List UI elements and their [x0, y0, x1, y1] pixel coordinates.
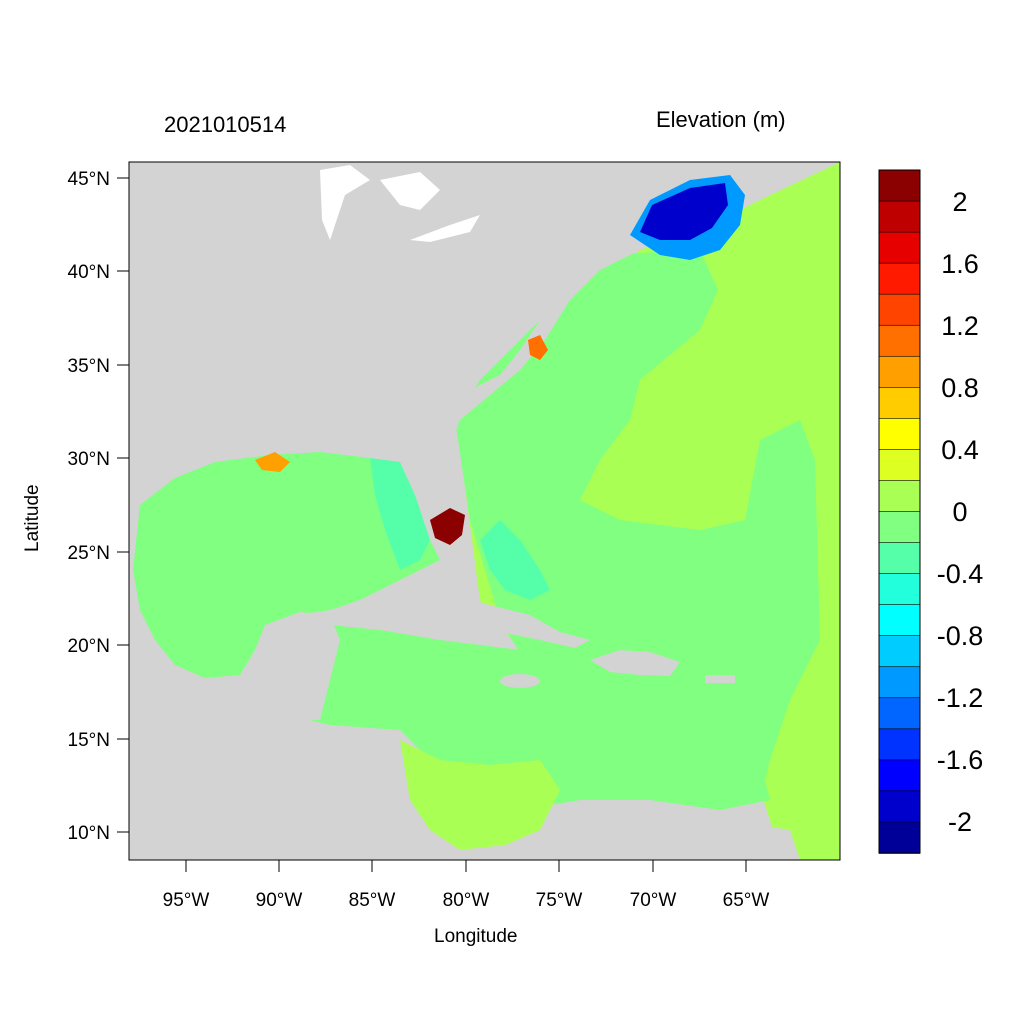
gulf-of-mexico	[133, 452, 440, 678]
lon-tick-95w: 95°W	[163, 890, 210, 911]
outer-banks-surge	[528, 335, 548, 360]
lat-tick-30: 30°N	[68, 449, 110, 470]
great-lakes-3	[410, 215, 480, 242]
lon-axis: 95°W 90°W 85°W 80°W 75°W 70°W 65°W	[163, 860, 770, 911]
plot-timestamp: 2021010514	[164, 112, 287, 137]
florida-surge	[430, 508, 465, 545]
colorbar-cells	[878, 169, 921, 854]
colorbar-label-neg-1-6: -1.6	[937, 745, 984, 775]
lon-tick-85w: 85°W	[349, 890, 396, 911]
colorbar-cell	[878, 355, 921, 389]
colorbar-cell	[878, 666, 921, 699]
lat-tick-10: 10°N	[68, 823, 110, 844]
colorbar-cell	[878, 480, 921, 513]
colorbar-cell	[878, 387, 921, 420]
colorbar-label-0: 0	[952, 497, 967, 527]
caribbean-south-yellowgreen	[400, 740, 560, 850]
louisiana-surge	[255, 452, 290, 472]
colorbar-frame	[878, 169, 921, 854]
colorbar-cell	[878, 604, 921, 637]
jamaica	[500, 674, 540, 688]
lat-tick-35: 35°N	[68, 356, 110, 377]
plot-variable-title: Elevation (m)	[656, 107, 786, 132]
colorbar-cell	[878, 449, 921, 482]
great-lakes	[320, 165, 370, 240]
florida-shelf	[370, 458, 430, 570]
colorbar-label-2: 2	[952, 187, 967, 217]
colorbar-label-neg-0-4: -0.4	[937, 559, 984, 589]
lon-tick-90w: 90°W	[256, 890, 303, 911]
lon-tick-75w: 75°W	[536, 890, 583, 911]
colorbar-label-neg-0-8: -0.8	[937, 621, 984, 651]
colorbar-cell	[878, 573, 921, 606]
colorbar-label-1-6: 1.6	[941, 249, 979, 279]
cuba	[380, 590, 590, 648]
colorbar-cell	[878, 635, 921, 668]
colorbar-label-neg-2: -2	[948, 807, 972, 837]
lat-tick-15: 15°N	[68, 730, 110, 751]
lat-tick-40: 40°N	[68, 262, 110, 283]
colorbar-cell	[878, 728, 921, 761]
central-america	[129, 715, 400, 860]
map-plot	[128, 161, 841, 861]
gulf-of-maine-lowest	[640, 183, 728, 240]
south-america-north	[520, 805, 800, 860]
colorbar-cell	[878, 293, 921, 327]
colorbar-label-neg-1-2: -1.2	[937, 683, 984, 713]
hispaniola	[590, 650, 680, 676]
colorbar-cell	[878, 511, 921, 544]
great-lakes-2	[380, 172, 440, 210]
colorbar-label-1-2: 1.2	[941, 311, 979, 341]
colorbar-cell	[878, 542, 921, 575]
lat-axis: 45°N 40°N 35°N 30°N 25°N 20°N 15°N 10°N	[68, 169, 129, 844]
colorbar-cell	[878, 821, 921, 854]
colorbar: 2 1.6 1.2 0.8 0.4 0 -0.4 -0.8 -1.2 -1.6 …	[878, 169, 984, 854]
colorbar-label-0-8: 0.8	[941, 373, 979, 403]
colorbar-label-0-4: 0.4	[941, 435, 979, 465]
colorbar-cell	[878, 200, 921, 233]
map-frame	[128, 161, 841, 861]
puerto-rico	[705, 675, 735, 683]
lat-tick-25: 25°N	[68, 543, 110, 564]
colorbar-cell	[878, 231, 921, 264]
colorbar-cell	[878, 790, 921, 823]
lon-tick-70w: 70°W	[630, 890, 677, 911]
lat-tick-45: 45°N	[68, 169, 110, 190]
colorbar-cell	[878, 169, 921, 202]
bahamas-banks	[480, 520, 550, 600]
lon-tick-80w: 80°W	[443, 890, 490, 911]
x-axis-label: Longitude	[434, 926, 518, 947]
colorbar-cell	[878, 759, 921, 792]
yucatan-peninsula	[260, 612, 340, 720]
colorbar-cell	[878, 262, 921, 295]
colorbar-cell	[878, 324, 921, 358]
colorbar-cell	[878, 418, 921, 451]
lon-tick-65w: 65°W	[723, 890, 770, 911]
lat-tick-20: 20°N	[68, 636, 110, 657]
colorbar-cell	[878, 697, 921, 730]
